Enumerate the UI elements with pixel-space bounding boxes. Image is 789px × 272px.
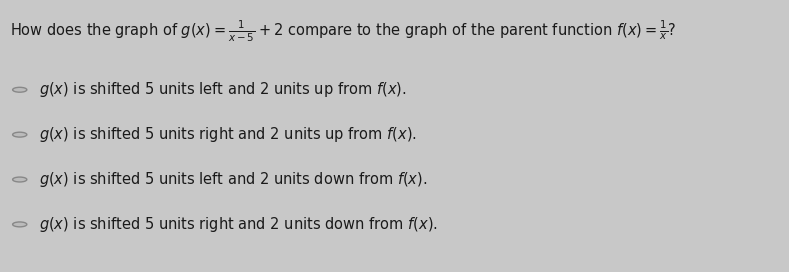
Circle shape — [13, 87, 27, 92]
Text: $g(x)$ is shifted 5 units right and 2 units down from $f(x)$.: $g(x)$ is shifted 5 units right and 2 un… — [39, 215, 439, 234]
Text: How does the graph of $g(x)=\frac{1}{x-5}+2$ compare to the graph of the parent : How does the graph of $g(x)=\frac{1}{x-5… — [10, 19, 677, 44]
Circle shape — [13, 132, 27, 137]
Circle shape — [13, 222, 27, 227]
Circle shape — [13, 177, 27, 182]
Text: $g(x)$ is shifted 5 units left and 2 units up from $f(x)$.: $g(x)$ is shifted 5 units left and 2 uni… — [39, 80, 407, 99]
Text: $g(x)$ is shifted 5 units right and 2 units up from $f(x)$.: $g(x)$ is shifted 5 units right and 2 un… — [39, 125, 417, 144]
Text: $g(x)$ is shifted 5 units left and 2 units down from $f(x)$.: $g(x)$ is shifted 5 units left and 2 uni… — [39, 170, 428, 189]
